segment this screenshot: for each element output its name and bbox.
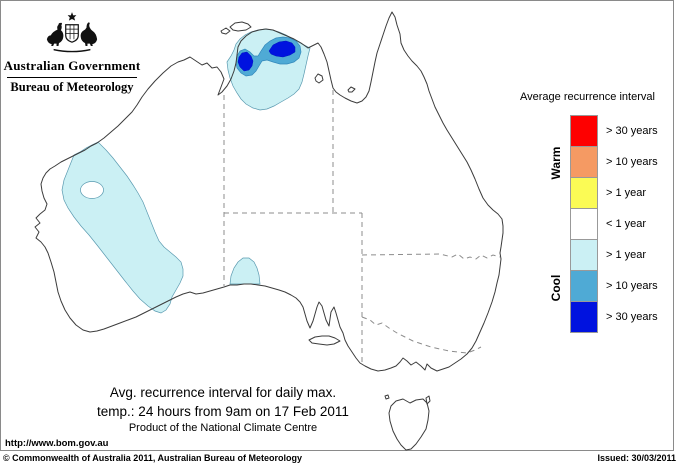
caption-line-1: Avg. recurrence interval for daily max. <box>109 385 337 400</box>
legend-label: > 30 years <box>606 311 658 323</box>
bureau-title: Bureau of Meteorology <box>10 80 134 94</box>
scroll-icon <box>53 48 91 53</box>
legend-row: > 10 years <box>570 146 658 178</box>
government-title: Australian Government <box>3 58 141 73</box>
bom-logo: Australian Government Bureau of Meteorol… <box>0 10 144 95</box>
legend-swatch-cool-gt1 <box>570 239 598 271</box>
map-caption: Avg. recurrence interval for daily max. … <box>56 385 390 435</box>
legend-label: > 30 years <box>606 125 658 137</box>
state-border-nsw-vic <box>361 316 482 354</box>
region-bight-cool-gt1year <box>229 257 261 285</box>
map-frame <box>0 0 674 451</box>
kangaroo-icon <box>46 22 64 47</box>
australian-coat-of-arms-icon <box>46 12 98 53</box>
island-kangaroo <box>308 335 341 346</box>
legend-cool-label: Cool <box>549 274 563 302</box>
region-wa-cool-gt1year <box>61 141 184 314</box>
region-topend-cool-gt30years-west <box>237 51 254 72</box>
issued-date: Issued: 30/03/2011 <box>597 453 676 463</box>
island-flinders <box>425 395 431 405</box>
emu-icon <box>80 22 98 47</box>
island-tasmania <box>388 398 430 451</box>
logo-divider <box>7 77 137 78</box>
legend-row: < 1 year <box>570 208 658 240</box>
legend-swatch-cool-gt10 <box>570 270 598 302</box>
legend-row: > 30 years <box>570 301 658 333</box>
caption-line-2: temp.: 24 hours from 9am on 17 Feb 2011 <box>97 403 349 419</box>
legend-swatch-warm-gt30 <box>570 115 598 147</box>
bom-url: http://www.bom.gov.au <box>5 438 109 449</box>
island-melville <box>229 21 252 32</box>
legend-swatch-cool-gt30 <box>570 301 598 333</box>
legend-row: > 1 year <box>570 177 658 209</box>
legend-title: Average recurrence interval <box>520 91 655 103</box>
state-border-qld-nsw <box>361 253 501 260</box>
island-king <box>384 394 390 400</box>
legend-swatch-warm-gt1 <box>570 177 598 209</box>
legend-label: > 10 years <box>606 156 658 168</box>
legend-swatch-lt1 <box>570 208 598 240</box>
legend-label: > 1 year <box>606 187 647 199</box>
legend-label: > 1 year <box>606 249 647 261</box>
legend-warm-label: Warm <box>549 146 563 180</box>
shield-bars-icon <box>65 24 79 40</box>
island-groote <box>314 73 324 84</box>
legend-swatch-warm-gt10 <box>570 146 598 178</box>
legend-row: > 10 years <box>570 270 658 302</box>
island-mornington <box>347 86 356 93</box>
island-bathurst <box>220 27 231 35</box>
legend-label: < 1 year <box>606 218 647 230</box>
copyright-text: © Commonwealth of Australia 2011, Austra… <box>3 453 303 463</box>
australia-map <box>34 11 504 451</box>
caption-line-3: Product of the National Climate Centre <box>128 422 318 435</box>
legend-row: > 30 years <box>570 115 658 147</box>
commonwealth-star-icon <box>67 12 77 21</box>
legend-row: > 1 year <box>570 239 658 271</box>
legend-label: > 10 years <box>606 280 658 292</box>
legend: > 30 years > 10 years > 1 year < 1 year … <box>570 115 658 333</box>
coastline-mainland <box>34 11 504 372</box>
region-topend-cool-gt30years-east <box>268 40 296 58</box>
region-wa-lt1year-pocket <box>80 181 104 199</box>
